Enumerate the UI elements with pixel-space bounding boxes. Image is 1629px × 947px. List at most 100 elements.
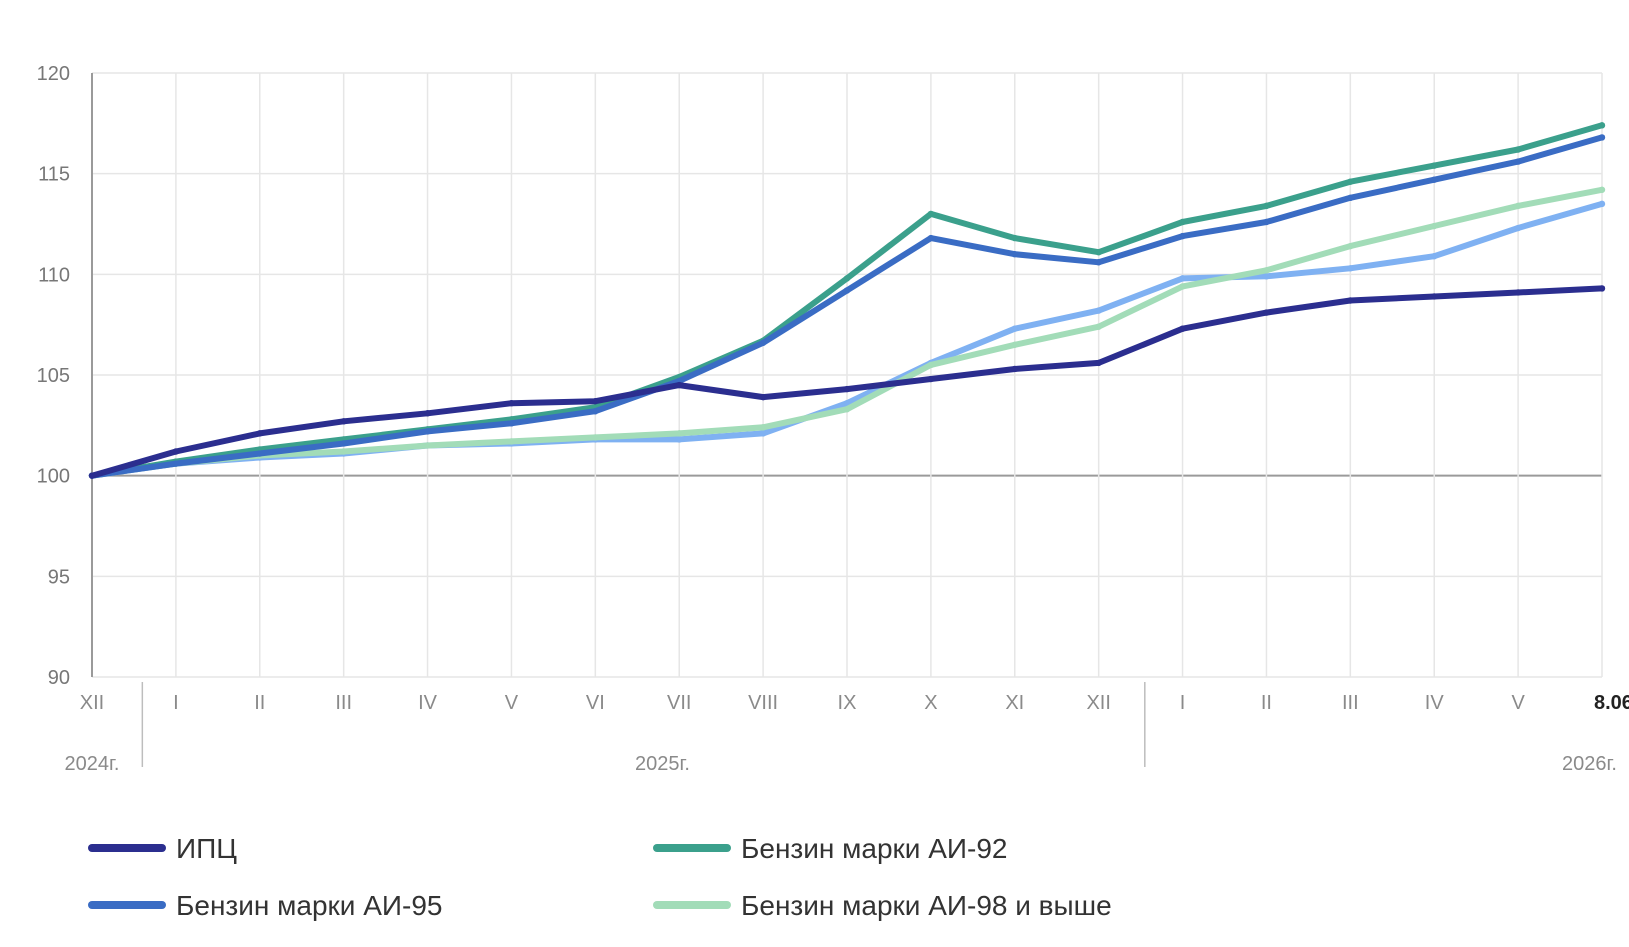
data-point — [1431, 253, 1438, 260]
data-point — [1431, 176, 1438, 183]
data-point — [172, 448, 180, 455]
data-point — [1347, 178, 1354, 185]
data-point — [1598, 122, 1606, 129]
x-tick-label: XI — [1005, 692, 1024, 714]
x-tick-label: XII — [1086, 692, 1110, 714]
data-point — [1347, 265, 1354, 272]
data-point — [1179, 325, 1186, 332]
data-point — [843, 399, 851, 407]
y-tick-label: 115 — [38, 164, 70, 186]
data-point — [1514, 146, 1522, 153]
data-point — [508, 438, 515, 445]
data-point — [1514, 224, 1522, 232]
data-point — [759, 339, 767, 346]
data-point — [1095, 307, 1102, 314]
data-point — [1179, 275, 1186, 282]
x-tick-label: IV — [418, 692, 438, 714]
legend-label: Бензин марки АИ-92 — [741, 833, 1007, 864]
data-point — [1431, 162, 1438, 169]
y-tick-label: 100 — [37, 466, 70, 488]
data-point — [927, 210, 935, 218]
data-point — [1263, 202, 1270, 210]
x-tick-label: III — [1342, 692, 1359, 714]
data-point — [676, 436, 683, 443]
data-point — [508, 420, 515, 427]
year-label: 2025г. — [635, 753, 690, 775]
data-point — [1347, 297, 1354, 304]
x-tick-label: X — [924, 692, 937, 714]
y-tick-label: 90 — [48, 667, 70, 689]
x-tick-label: II — [254, 692, 265, 714]
y-tick-label: 110 — [38, 264, 70, 286]
data-point — [1095, 248, 1102, 256]
x-tick-label: 8.06 — [1594, 692, 1629, 714]
data-point — [1598, 186, 1606, 193]
data-point — [1431, 222, 1438, 230]
data-point — [1598, 200, 1606, 208]
data-point — [1011, 365, 1018, 373]
data-point — [1095, 359, 1102, 367]
data-point — [592, 434, 599, 441]
data-point — [592, 397, 599, 405]
data-point — [1347, 194, 1354, 202]
y-tick-label: 120 — [37, 63, 70, 85]
data-point — [1095, 323, 1102, 330]
data-point — [927, 234, 935, 242]
data-point — [759, 430, 767, 437]
x-tick-label: VIII — [748, 692, 778, 714]
data-point — [1011, 234, 1018, 242]
data-point — [1179, 218, 1186, 226]
x-tick-label: I — [173, 692, 179, 714]
data-point — [340, 440, 347, 447]
data-point — [1263, 273, 1270, 280]
data-point — [1598, 285, 1606, 292]
x-tick-label: III — [335, 692, 352, 714]
data-point — [340, 418, 347, 425]
data-point — [843, 287, 851, 294]
x-tick-label: IV — [1425, 692, 1445, 714]
data-point — [1011, 341, 1018, 348]
data-point — [1347, 242, 1354, 250]
data-point — [1179, 232, 1186, 240]
data-point — [1011, 251, 1018, 258]
data-point — [1514, 202, 1522, 210]
data-point — [592, 408, 599, 415]
x-tick-label: V — [1511, 692, 1525, 714]
data-point — [1179, 283, 1186, 290]
data-point — [759, 393, 767, 401]
data-point — [843, 385, 851, 393]
legend-label: Бензин марки АИ-98 и выше — [741, 890, 1112, 921]
data-point — [340, 448, 347, 455]
data-point — [88, 472, 96, 479]
data-point — [843, 406, 851, 413]
data-point — [927, 375, 935, 383]
data-point — [1263, 309, 1270, 316]
data-point — [508, 399, 515, 407]
y-tick-label: 95 — [48, 566, 70, 588]
x-tick-label: V — [505, 692, 519, 714]
data-point — [1095, 259, 1102, 266]
data-point — [1263, 267, 1270, 274]
data-point — [256, 450, 263, 457]
legend-layer: ИПЦ Бензин марки АИ-92 Бензин марки АИ-95 Б… — [88, 833, 1112, 921]
data-point — [1598, 134, 1606, 141]
data-point — [1514, 158, 1522, 165]
year-label: 2024г. — [65, 753, 120, 775]
series-layer — [88, 122, 1606, 479]
x-tick-label: IX — [838, 692, 857, 714]
data-point — [1514, 289, 1522, 296]
x-tick-label: VII — [667, 692, 691, 714]
data-point — [759, 424, 767, 431]
data-point — [927, 361, 935, 369]
y-tick-label: 105 — [37, 365, 70, 387]
data-point — [424, 410, 431, 417]
data-point — [676, 381, 683, 389]
x-tick-label: II — [1261, 692, 1272, 714]
x-tick-label: XII — [80, 692, 104, 714]
grid-layer — [91, 72, 1603, 678]
x-tick-label: I — [1180, 692, 1186, 714]
data-point — [843, 275, 851, 282]
